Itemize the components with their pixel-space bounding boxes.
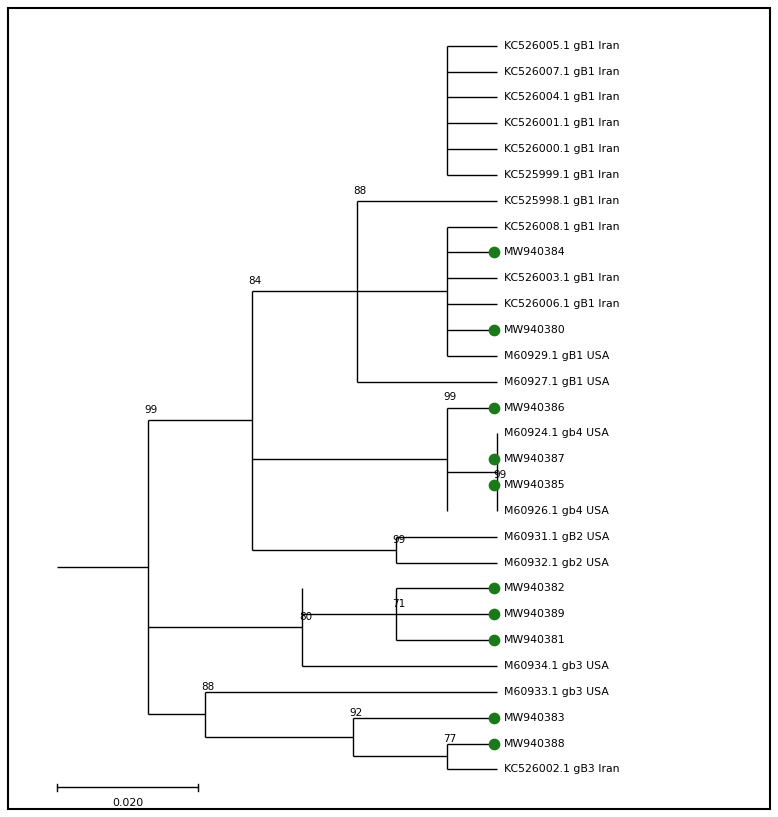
Text: 77: 77 bbox=[443, 734, 457, 743]
Text: M60929.1 gB1 USA: M60929.1 gB1 USA bbox=[504, 350, 610, 361]
Text: MW940382: MW940382 bbox=[504, 583, 566, 593]
Text: KC526007.1 gB1 Iran: KC526007.1 gB1 Iran bbox=[504, 66, 620, 77]
Point bbox=[487, 634, 499, 647]
Text: M60924.1 gb4 USA: M60924.1 gb4 USA bbox=[504, 428, 609, 439]
Text: MW940387: MW940387 bbox=[504, 454, 566, 464]
Text: 99: 99 bbox=[393, 534, 406, 545]
Text: 99: 99 bbox=[493, 470, 506, 480]
Text: M60932.1 gb2 USA: M60932.1 gb2 USA bbox=[504, 558, 609, 568]
Text: MW940380: MW940380 bbox=[504, 325, 566, 335]
Point bbox=[487, 479, 499, 492]
Text: KC526004.1 gB1 Iran: KC526004.1 gB1 Iran bbox=[504, 92, 620, 102]
Text: KC526006.1 gB1 Iran: KC526006.1 gB1 Iran bbox=[504, 299, 620, 309]
Text: KC525998.1 gB1 Iran: KC525998.1 gB1 Iran bbox=[504, 196, 619, 206]
Text: MW940389: MW940389 bbox=[504, 609, 566, 619]
Point bbox=[487, 711, 499, 724]
Text: 99: 99 bbox=[443, 392, 457, 403]
Text: 88: 88 bbox=[353, 185, 366, 195]
Text: 80: 80 bbox=[299, 612, 312, 622]
Text: MW940384: MW940384 bbox=[504, 248, 566, 257]
Text: M60926.1 gb4 USA: M60926.1 gb4 USA bbox=[504, 506, 609, 516]
Text: 99: 99 bbox=[144, 405, 157, 415]
Text: KC526002.1 gB3 Iran: KC526002.1 gB3 Iran bbox=[504, 765, 620, 775]
Text: MW940385: MW940385 bbox=[504, 480, 566, 490]
Text: M60933.1 gb3 USA: M60933.1 gb3 USA bbox=[504, 687, 609, 697]
Text: KC526003.1 gB1 Iran: KC526003.1 gB1 Iran bbox=[504, 274, 620, 283]
Text: MW940383: MW940383 bbox=[504, 712, 566, 723]
Point bbox=[487, 401, 499, 414]
Point bbox=[487, 324, 499, 337]
Text: 0.020: 0.020 bbox=[112, 798, 143, 808]
Text: 71: 71 bbox=[393, 599, 406, 609]
Text: M60931.1 gB2 USA: M60931.1 gB2 USA bbox=[504, 532, 610, 542]
Text: KC526008.1 gB1 Iran: KC526008.1 gB1 Iran bbox=[504, 221, 620, 232]
Text: KC526000.1 gB1 Iran: KC526000.1 gB1 Iran bbox=[504, 144, 620, 154]
Point bbox=[487, 737, 499, 750]
Text: 84: 84 bbox=[248, 276, 261, 286]
Point bbox=[487, 453, 499, 466]
Text: KC526005.1 gB1 Iran: KC526005.1 gB1 Iran bbox=[504, 41, 620, 51]
Text: MW940386: MW940386 bbox=[504, 403, 566, 413]
Text: 92: 92 bbox=[349, 708, 363, 717]
Text: M60927.1 gB1 USA: M60927.1 gB1 USA bbox=[504, 377, 610, 386]
Text: MW940381: MW940381 bbox=[504, 635, 566, 645]
Text: M60934.1 gb3 USA: M60934.1 gb3 USA bbox=[504, 661, 609, 671]
Text: KC526001.1 gB1 Iran: KC526001.1 gB1 Iran bbox=[504, 118, 620, 128]
Point bbox=[487, 246, 499, 259]
Text: 88: 88 bbox=[202, 682, 215, 692]
Text: MW940388: MW940388 bbox=[504, 739, 566, 748]
Point bbox=[487, 582, 499, 595]
Point bbox=[487, 608, 499, 621]
Text: KC525999.1 gB1 Iran: KC525999.1 gB1 Iran bbox=[504, 170, 619, 180]
